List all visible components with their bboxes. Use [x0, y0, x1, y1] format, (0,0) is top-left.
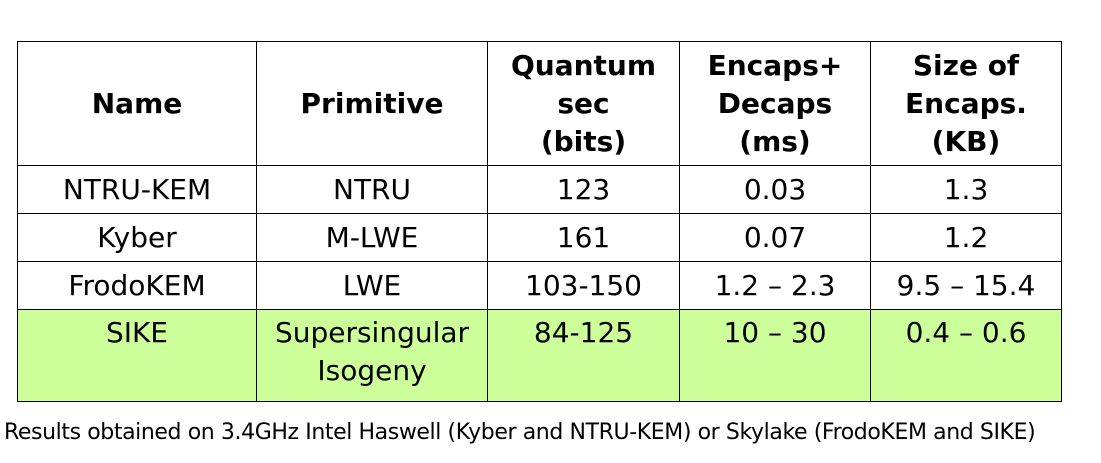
header-size-encaps-line-1: Size of [912, 48, 1020, 82]
header-name: Name [17, 41, 257, 166]
header-encaps-decaps-line-1: Encaps+ [707, 48, 843, 82]
header-size-encaps-line-3: (KB) [931, 124, 1001, 158]
cell-name: NTRU-KEM [17, 165, 257, 214]
header-primitive: Primitive [256, 41, 488, 166]
cell-primitive: NTRU [256, 165, 488, 214]
cell-primitive: LWE [256, 261, 488, 310]
table-row-frodokem: FrodoKEM LWE 103-150 1.2 – 2.3 9.5 – 15.… [17, 261, 1062, 310]
cell-primitive: M-LWE [256, 213, 488, 262]
results-caption: Results obtained on 3.4GHz Intel Haswell… [4, 420, 1036, 445]
cell-size: 1.3 [870, 165, 1062, 214]
header-encaps-decaps-line-2: Decaps [717, 86, 833, 120]
cell-primitive-line: NTRU [333, 172, 411, 206]
header-size-encaps: Size of Encaps. (KB) [870, 41, 1062, 166]
header-quantum-sec: Quantum sec (bits) [487, 41, 680, 166]
cell-time: 0.03 [679, 165, 871, 214]
cell-primitive-line: LWE [342, 268, 402, 302]
header-name-line: Name [91, 86, 183, 120]
cell-quantum-sec: 84-125 [487, 309, 680, 402]
header-primitive-line: Primitive [300, 86, 444, 120]
header-encaps-decaps-line-3: (ms) [739, 124, 811, 158]
cell-name: Kyber [17, 213, 257, 262]
header-quantum-sec-line-2: sec [557, 86, 610, 120]
header-row: Name Primitive Quantum sec (bits) Encaps… [17, 41, 1062, 166]
cell-size: 0.4 – 0.6 [870, 309, 1062, 402]
header-quantum-sec-line-3: (bits) [540, 124, 627, 158]
cell-primitive: Supersingular Isogeny [256, 309, 488, 402]
cell-time: 10 – 30 [679, 309, 871, 402]
table-row-ntru-kem: NTRU-KEM NTRU 123 0.03 1.3 [17, 165, 1062, 214]
cell-quantum-sec: 123 [487, 165, 680, 214]
comparison-table: Name Primitive Quantum sec (bits) Encaps… [17, 41, 1062, 402]
cell-quantum-sec: 161 [487, 213, 680, 262]
table-row-kyber: Kyber M-LWE 161 0.07 1.2 [17, 213, 1062, 262]
header-size-encaps-line-2: Encaps. [905, 86, 1027, 120]
cell-name: FrodoKEM [17, 261, 257, 310]
header-encaps-decaps: Encaps+ Decaps (ms) [679, 41, 871, 166]
cell-primitive-line-2: Isogeny [317, 354, 427, 387]
cell-quantum-sec: 103-150 [487, 261, 680, 310]
cell-name: SIKE [17, 309, 257, 402]
header-quantum-sec-line-1: Quantum [510, 48, 657, 82]
cell-time: 0.07 [679, 213, 871, 262]
cell-time: 1.2 – 2.3 [679, 261, 871, 310]
cell-size: 9.5 – 15.4 [870, 261, 1062, 310]
cell-primitive-line-1: Supersingular [274, 316, 470, 349]
cell-size: 1.2 [870, 213, 1062, 262]
cell-primitive-line: M-LWE [325, 220, 419, 254]
table-row-sike: SIKE Supersingular Isogeny 84-125 10 – 3… [17, 309, 1062, 402]
